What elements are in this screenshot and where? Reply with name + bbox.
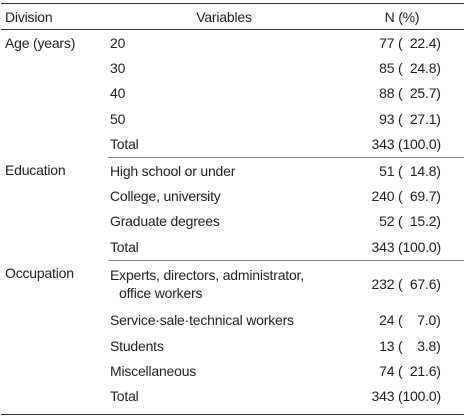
- n-cell: 240 ( 69.7): [340, 183, 464, 208]
- variable-cell: Total: [108, 234, 340, 261]
- variable-cell: 30: [110, 60, 126, 77]
- count-value: 343: [371, 238, 395, 255]
- table-row: College, university 240 ( 69.7): [1, 183, 464, 208]
- count-value: 77: [379, 34, 395, 51]
- table-row-total: Total 343 (100.0): [1, 131, 464, 158]
- table-row: Age (years) 20 77 ( 22.4): [1, 30, 464, 56]
- demographics-table: Division Variables N (%) Age (years) 20 …: [1, 4, 464, 409]
- variable-line-2: office workers: [119, 285, 203, 302]
- variable-cell: Total: [108, 131, 340, 158]
- count-value: 88: [379, 85, 395, 102]
- percent-value: ( 7.0): [398, 312, 441, 329]
- percent-value: ( 25.7): [398, 85, 441, 102]
- n-cell: 85 ( 24.8): [340, 55, 464, 80]
- count-value: 13: [379, 337, 395, 354]
- table-row: Occupation Experts, directors, administr…: [1, 260, 464, 308]
- variable-cell: 50: [110, 110, 126, 127]
- variable-line-1: Experts, directors, administrator,: [110, 267, 304, 284]
- table-body: Age (years) 20 77 ( 22.4) 30 85 ( 24.8) …: [1, 30, 464, 410]
- variable-cell: Students: [110, 337, 164, 354]
- variable-cell: College, university: [110, 188, 221, 205]
- count-value: 85: [379, 60, 395, 77]
- table-row: 50 93 ( 27.1): [1, 106, 464, 131]
- count-value: 240: [371, 188, 395, 205]
- table-row: 30 85 ( 24.8): [1, 55, 464, 80]
- count-value: 343: [371, 388, 395, 405]
- percent-value: (100.0): [398, 238, 441, 255]
- variable-cell: High school or under: [110, 162, 236, 179]
- percent-value: ( 21.6): [398, 362, 441, 379]
- division-cell-education: Education: [5, 162, 66, 179]
- variable-cell: 20: [110, 34, 126, 51]
- percent-value: ( 27.1): [398, 110, 441, 127]
- table-row: Education High school or under 51 ( 14.8…: [1, 157, 464, 183]
- n-cell: 343 (100.0): [340, 131, 464, 158]
- percent-value: ( 69.7): [398, 188, 441, 205]
- percent-value: ( 14.8): [398, 162, 441, 179]
- percent-value: ( 24.8): [398, 60, 441, 77]
- n-cell: 24 ( 7.0): [340, 308, 464, 333]
- table-row-total: Total 343 (100.0): [1, 234, 464, 261]
- n-cell: 232 ( 67.6): [340, 260, 464, 308]
- variable-cell: Graduate degrees: [110, 213, 220, 230]
- n-cell: 52 ( 15.2): [340, 209, 464, 234]
- table-header: Division Variables N (%): [1, 4, 464, 30]
- count-value: 51: [379, 162, 395, 179]
- n-cell: 74 ( 21.6): [340, 358, 464, 383]
- n-cell: 343 (100.0): [340, 234, 464, 261]
- header-row: Division Variables N (%): [1, 4, 464, 30]
- variable-cell: 40: [110, 85, 126, 102]
- n-cell: 51 ( 14.8): [340, 157, 464, 183]
- demographics-table-container: Division Variables N (%) Age (years) 20 …: [1, 3, 464, 415]
- variable-cell: Service·sale·technical workers: [110, 312, 294, 329]
- division-cell-age: Age (years): [5, 35, 76, 51]
- header-division: Division: [1, 4, 108, 30]
- n-cell: 93 ( 27.1): [340, 106, 464, 131]
- percent-value: ( 22.4): [398, 34, 441, 51]
- count-value: 24: [379, 312, 395, 329]
- percent-value: ( 15.2): [398, 213, 441, 230]
- header-n-percent: N (%): [340, 4, 464, 30]
- count-value: 93: [379, 110, 395, 127]
- variable-cell: Miscellaneous: [110, 362, 197, 379]
- n-cell: 88 ( 25.7): [340, 81, 464, 106]
- variable-cell: Total: [110, 388, 139, 405]
- table-row: Graduate degrees 52 ( 15.2): [1, 209, 464, 234]
- n-cell: 77 ( 22.4): [340, 30, 464, 56]
- table-row-total: Total 343 (100.0): [1, 384, 464, 409]
- count-value: 343: [371, 136, 395, 153]
- percent-value: (100.0): [398, 388, 441, 405]
- table-row: Students 13 ( 3.8): [1, 333, 464, 358]
- table-row: Service·sale·technical workers 24 ( 7.0): [1, 308, 464, 333]
- count-value: 74: [379, 362, 395, 379]
- variable-cell: Experts, directors, administrator, office…: [108, 260, 340, 308]
- count-value: 232: [371, 276, 395, 293]
- count-value: 52: [379, 213, 395, 230]
- n-cell: 13 ( 3.8): [340, 333, 464, 358]
- percent-value: ( 3.8): [398, 337, 441, 354]
- header-variables: Variables: [108, 4, 340, 30]
- table-row: Miscellaneous 74 ( 21.6): [1, 358, 464, 383]
- table-row: 40 88 ( 25.7): [1, 81, 464, 106]
- division-cell-occupation: Occupation: [5, 265, 74, 282]
- n-cell: 343 (100.0): [340, 384, 464, 409]
- percent-value: ( 67.6): [398, 276, 441, 293]
- percent-value: (100.0): [398, 136, 441, 153]
